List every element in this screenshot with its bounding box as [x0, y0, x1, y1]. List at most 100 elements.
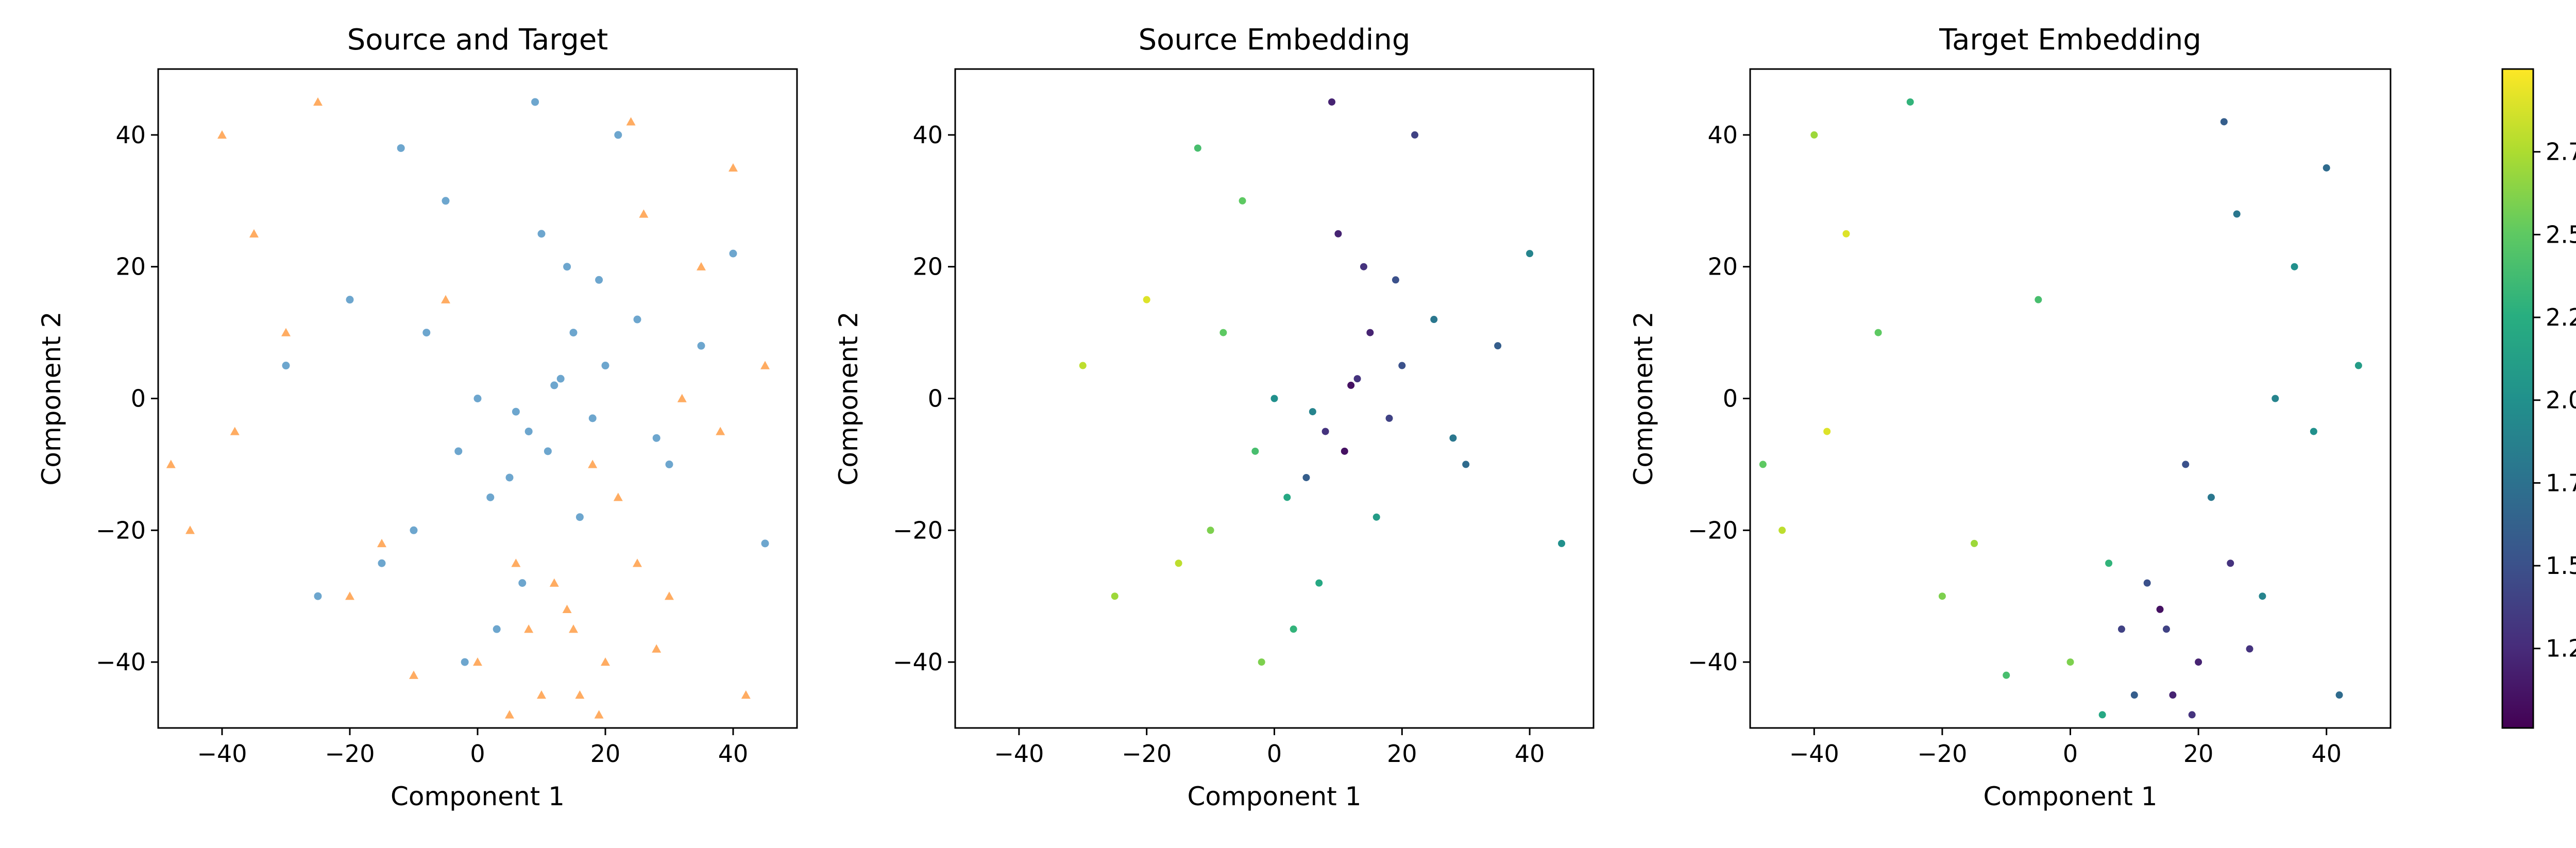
x-tick-label: 40 [1515, 740, 1545, 768]
axes-frame [1749, 68, 2392, 729]
y-tick-label: 20 [115, 253, 146, 281]
x-axis-label: Component 1 [1984, 782, 2158, 811]
point [2156, 605, 2164, 613]
colorbar-tick-label: 2.25 [2546, 303, 2576, 331]
axes-frame [157, 68, 798, 729]
point [537, 690, 546, 699]
colorbar-frame [2501, 68, 2534, 729]
point [760, 361, 770, 369]
colorbar-tick-label: 1.75 [2546, 469, 2576, 497]
x-tick-label: 40 [718, 740, 749, 768]
point [639, 209, 649, 218]
y-tick-label: 40 [1707, 121, 1738, 149]
subplot-title: Source Embedding [1139, 23, 1411, 57]
point [633, 315, 641, 324]
point [549, 578, 559, 587]
point [1449, 434, 1457, 442]
point [2162, 625, 2170, 633]
point [665, 460, 673, 468]
y-tick-label: 20 [1707, 253, 1738, 281]
point [345, 591, 354, 600]
point [652, 434, 660, 442]
y-tick-label: 20 [912, 253, 943, 281]
point [1366, 329, 1374, 336]
point [2003, 671, 2010, 679]
point [729, 249, 737, 258]
point [1842, 230, 1850, 238]
point [454, 447, 463, 455]
x-tick-label: 20 [590, 740, 621, 768]
point [594, 710, 604, 719]
point [1270, 395, 1278, 402]
y-tick-label: −40 [893, 648, 943, 676]
subplot: Source and Target Component 1 Component 2 −… [37, 23, 798, 811]
y-tick-label: 0 [131, 385, 146, 413]
point [728, 163, 738, 172]
point [410, 526, 418, 534]
point [397, 144, 405, 152]
point [1347, 381, 1355, 389]
point [1938, 592, 1946, 600]
point [588, 414, 597, 422]
point [2105, 559, 2113, 567]
point [1143, 296, 1150, 303]
point [1759, 461, 1767, 468]
point [550, 381, 558, 389]
point [493, 625, 501, 633]
point [282, 362, 290, 370]
point [575, 690, 585, 699]
point [595, 276, 603, 284]
point [441, 295, 450, 303]
point [1341, 447, 1348, 455]
colorbar-gradient [2502, 69, 2533, 728]
point [1309, 408, 1316, 416]
point [442, 197, 450, 205]
point [1971, 539, 1978, 547]
point [2233, 210, 2241, 218]
point [2130, 691, 2138, 699]
point [2354, 362, 2362, 369]
point [1079, 362, 1087, 369]
point [2182, 461, 2190, 468]
point [569, 624, 578, 633]
point [613, 493, 623, 501]
y-tick-label: −20 [96, 516, 146, 544]
point [1398, 362, 1406, 369]
x-tick-label: −20 [1917, 740, 1967, 768]
point [2323, 164, 2330, 172]
point [185, 525, 195, 534]
point [1558, 539, 1566, 547]
point [249, 229, 259, 238]
point [1258, 658, 1265, 666]
subplot-title: Source and Target [347, 23, 608, 57]
point [544, 447, 552, 455]
x-axis-label: Component 1 [1188, 782, 1362, 811]
y-tick-label: −40 [1688, 648, 1738, 676]
point [665, 591, 674, 600]
point [601, 657, 610, 666]
point [505, 710, 514, 719]
point [652, 644, 662, 653]
point [697, 262, 706, 270]
points [1759, 98, 2362, 719]
x-tick-label: −20 [325, 740, 375, 768]
point [511, 558, 521, 567]
colorbar-tick-label: 2.00 [2546, 386, 2576, 414]
point [1494, 342, 1502, 350]
y-tick-label: 0 [1723, 385, 1738, 413]
point [1111, 592, 1118, 600]
y-tick-label: 0 [928, 385, 943, 413]
y-tick-label: 40 [912, 121, 943, 149]
x-tick-label: 40 [2311, 740, 2342, 768]
point [677, 394, 687, 402]
point [601, 362, 609, 370]
point [2066, 658, 2074, 666]
x-tick-label: −40 [197, 740, 247, 768]
point [377, 538, 386, 548]
point [2259, 592, 2266, 600]
y-tick-label: 40 [115, 121, 146, 149]
colorbar-tick-label: 2.50 [2546, 221, 2576, 248]
x-tick-label: 0 [470, 740, 485, 768]
point [1219, 329, 1227, 336]
